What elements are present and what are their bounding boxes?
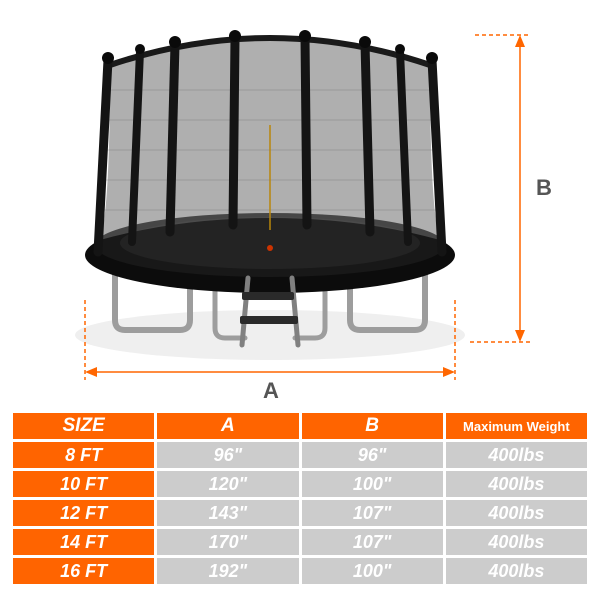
cell-value: 170"	[157, 529, 298, 555]
size-table: SIZE A B Maximum Weight 8 FT96"96"400lbs…	[10, 410, 590, 587]
cell-size: 14 FT	[13, 529, 154, 555]
size-table-area: SIZE A B Maximum Weight 8 FT96"96"400lbs…	[10, 410, 590, 587]
table-row: 16 FT192"100"400lbs	[13, 558, 587, 584]
col-maxweight: Maximum Weight	[446, 413, 587, 439]
cell-value: 400lbs	[446, 442, 587, 468]
table-row: 14 FT170"107"400lbs	[13, 529, 587, 555]
dimension-label-b: B	[536, 175, 552, 201]
cell-value: 400lbs	[446, 500, 587, 526]
cell-value: 400lbs	[446, 558, 587, 584]
cell-value: 120"	[157, 471, 298, 497]
table-row: 8 FT96"96"400lbs	[13, 442, 587, 468]
cell-value: 143"	[157, 500, 298, 526]
cell-size: 8 FT	[13, 442, 154, 468]
cell-size: 16 FT	[13, 558, 154, 584]
cell-value: 100"	[302, 471, 443, 497]
col-b: B	[302, 413, 443, 439]
cell-value: 400lbs	[446, 471, 587, 497]
cell-size: 10 FT	[13, 471, 154, 497]
cell-value: 192"	[157, 558, 298, 584]
col-a: A	[157, 413, 298, 439]
dimension-lines	[0, 0, 600, 405]
cell-value: 96"	[302, 442, 443, 468]
cell-value: 96"	[157, 442, 298, 468]
cell-value: 107"	[302, 529, 443, 555]
cell-value: 400lbs	[446, 529, 587, 555]
table-row: 10 FT120"100"400lbs	[13, 471, 587, 497]
dimension-label-a: A	[263, 378, 279, 404]
cell-size: 12 FT	[13, 500, 154, 526]
cell-value: 107"	[302, 500, 443, 526]
diagram-area: B A	[0, 0, 600, 405]
table-row: 12 FT143"107"400lbs	[13, 500, 587, 526]
col-size: SIZE	[13, 413, 154, 439]
table-header-row: SIZE A B Maximum Weight	[13, 413, 587, 439]
cell-value: 100"	[302, 558, 443, 584]
